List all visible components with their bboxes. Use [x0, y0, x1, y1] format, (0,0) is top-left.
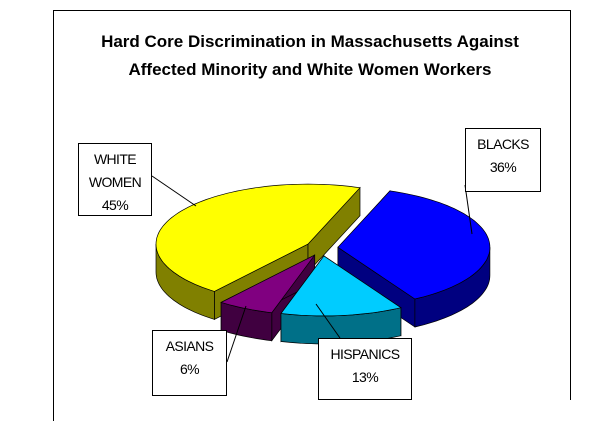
label-category: BLACKS	[477, 136, 529, 152]
label-value: 13%	[351, 369, 379, 385]
label-category: ASIANS	[165, 338, 214, 354]
leader-line	[464, 184, 473, 235]
slice	[337, 190, 491, 300]
leader-line	[226, 305, 247, 363]
label-category: HISPANICS	[330, 346, 400, 362]
data-label: BLACKS 36%	[465, 128, 541, 192]
data-label: HISPANICS 13%	[318, 338, 412, 400]
slice	[155, 183, 361, 292]
leader-line	[315, 303, 341, 339]
label-category: WHITE WOMEN	[88, 151, 142, 190]
data-label: ASIANS 6%	[152, 330, 227, 396]
label-value: 45%	[101, 197, 129, 213]
frame	[53, 10, 571, 421]
slice	[280, 255, 402, 317]
data-label: WHITE WOMEN 45%	[78, 143, 152, 216]
label-value: 6%	[179, 361, 200, 377]
chart-title: Hard Core Discrimination in Massachusett…	[101, 32, 519, 79]
label-value: 36%	[489, 159, 517, 175]
leader-line	[151, 175, 197, 207]
